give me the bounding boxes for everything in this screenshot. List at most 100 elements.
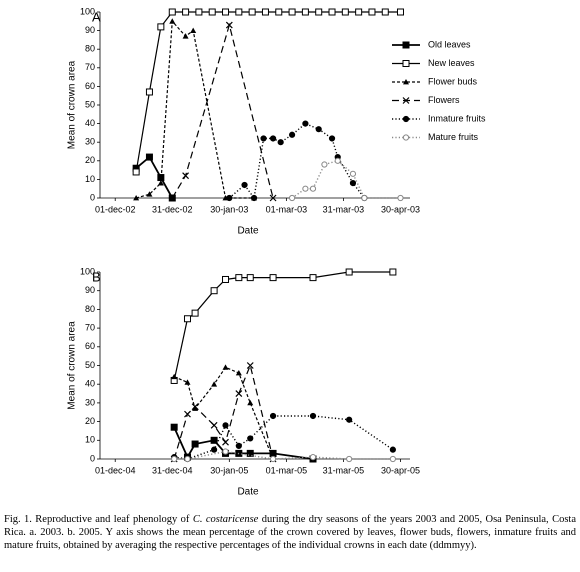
legend-marker	[403, 79, 409, 85]
marker	[389, 446, 396, 453]
y-tick-label: 100	[80, 266, 95, 276]
y-tick-label: 20	[85, 155, 95, 165]
y-tick-label: 80	[85, 44, 95, 54]
marker	[248, 8, 256, 16]
x-axis-label: Date	[237, 487, 259, 498]
marker	[183, 315, 191, 323]
marker	[246, 362, 254, 369]
marker	[222, 422, 229, 429]
series	[168, 21, 277, 202]
marker	[288, 194, 296, 202]
y-tick-label: 50	[85, 99, 95, 109]
y-tick-label: 10	[85, 174, 95, 184]
marker	[222, 448, 229, 455]
marker	[210, 421, 218, 429]
marker	[346, 416, 353, 423]
marker	[246, 449, 254, 457]
x-tick-label: 01-mar-03	[266, 204, 308, 214]
legend-label: Flowers	[428, 95, 460, 105]
marker	[309, 454, 317, 461]
series-line	[135, 19, 255, 199]
marker	[261, 8, 269, 16]
marker	[222, 364, 229, 370]
marker	[157, 23, 165, 31]
marker	[246, 274, 254, 282]
marker	[302, 185, 309, 192]
marker	[301, 8, 309, 16]
marker	[235, 8, 243, 16]
marker	[235, 274, 243, 282]
marker	[309, 274, 317, 282]
caption-species: C. costaricense	[192, 514, 259, 525]
y-tick-label: 10	[85, 435, 95, 445]
x-tick-label: 30-jan-03	[210, 204, 248, 214]
series-line	[135, 155, 174, 199]
legend-label: Old leaves	[428, 39, 471, 49]
caption: Fig. 1. Reproductive and leaf phenology …	[4, 513, 576, 552]
marker	[269, 412, 277, 420]
marker	[146, 191, 153, 197]
y-tick-label: 40	[85, 118, 95, 128]
marker	[309, 185, 317, 192]
marker	[315, 126, 322, 133]
marker	[241, 181, 248, 189]
panel-label: A	[92, 9, 101, 24]
marker	[389, 455, 396, 463]
caption-text: during the dry seasons of the years 2003…	[4, 514, 576, 551]
y-tick-label: 100	[80, 6, 95, 16]
marker	[211, 381, 218, 387]
marker	[190, 27, 197, 33]
marker	[349, 170, 357, 177]
caption-text: Fig. 1. Reproductive and leaf phenology …	[4, 514, 193, 525]
legend-marker	[402, 97, 410, 104]
series	[170, 362, 277, 463]
marker	[275, 8, 283, 16]
marker	[226, 194, 233, 202]
marker	[191, 403, 199, 411]
marker	[168, 8, 176, 16]
y-tick-label: 30	[85, 397, 95, 407]
y-tick-label: 60	[85, 341, 95, 351]
marker	[184, 410, 191, 418]
series-line	[291, 160, 401, 199]
series	[170, 268, 397, 384]
marker	[235, 442, 242, 450]
marker	[191, 309, 199, 317]
y-tick-label: 50	[85, 360, 95, 370]
legend-marker	[402, 41, 410, 49]
y-tick-label: 0	[90, 453, 95, 463]
marker	[341, 8, 349, 16]
marker	[170, 423, 178, 431]
series	[288, 157, 404, 202]
marker	[397, 194, 404, 202]
marker	[208, 8, 216, 16]
marker	[269, 194, 277, 202]
marker	[250, 194, 258, 202]
marker	[345, 268, 353, 276]
y-tick-label: 70	[85, 322, 95, 332]
marker	[192, 405, 199, 411]
x-tick-label: 30-apr-05	[381, 465, 420, 475]
marker	[346, 455, 353, 463]
x-tick-label: 31-mar-03	[323, 204, 365, 214]
marker	[269, 135, 277, 142]
marker	[269, 449, 277, 457]
marker	[133, 195, 140, 201]
marker	[235, 369, 242, 376]
series-line	[228, 122, 365, 200]
marker	[361, 194, 368, 202]
legend-marker	[402, 134, 410, 141]
series	[226, 120, 368, 202]
y-tick-label: 90	[85, 285, 95, 295]
panel-label: B	[92, 269, 101, 284]
marker	[309, 412, 317, 420]
marker	[195, 8, 203, 16]
marker	[235, 390, 243, 397]
x-tick-label: 30-jan-05	[210, 465, 248, 475]
marker	[247, 435, 254, 442]
x-tick-label: 01-dec-02	[95, 204, 136, 214]
legend-marker	[402, 60, 410, 67]
y-tick-label: 30	[85, 137, 95, 147]
marker	[277, 139, 284, 146]
series-line	[173, 366, 274, 460]
